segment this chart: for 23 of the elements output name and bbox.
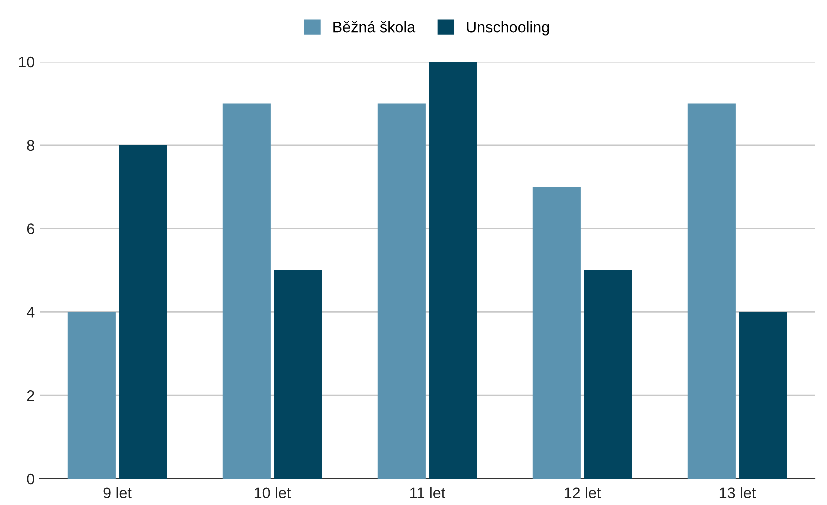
x-tick-label: 9 let bbox=[104, 487, 132, 499]
x-tick-label: 10 let bbox=[254, 487, 292, 499]
bar bbox=[274, 270, 322, 479]
bar bbox=[739, 312, 788, 479]
bar bbox=[378, 104, 426, 479]
y-tick-label: 4 bbox=[26, 307, 35, 318]
y-tick-label: 2 bbox=[27, 390, 34, 402]
x-tick-label: 13 let bbox=[720, 487, 756, 499]
y-tick-label: 0 bbox=[27, 474, 35, 485]
y-tick-label: 6 bbox=[27, 224, 34, 234]
bar bbox=[584, 270, 632, 479]
bar bbox=[429, 62, 478, 479]
bar bbox=[222, 104, 271, 479]
y-tick-label: 10 bbox=[19, 56, 35, 68]
bar bbox=[688, 104, 736, 479]
x-tick-label: 11 let bbox=[410, 487, 446, 499]
y-tick-label: 8 bbox=[27, 140, 34, 152]
x-tick-label: 12 let bbox=[564, 487, 602, 499]
bar bbox=[119, 145, 168, 479]
bar bbox=[68, 312, 116, 479]
bar bbox=[532, 187, 581, 479]
legend-label: Unschooling bbox=[467, 22, 550, 36]
legend-label: Běžná škola bbox=[334, 21, 416, 33]
